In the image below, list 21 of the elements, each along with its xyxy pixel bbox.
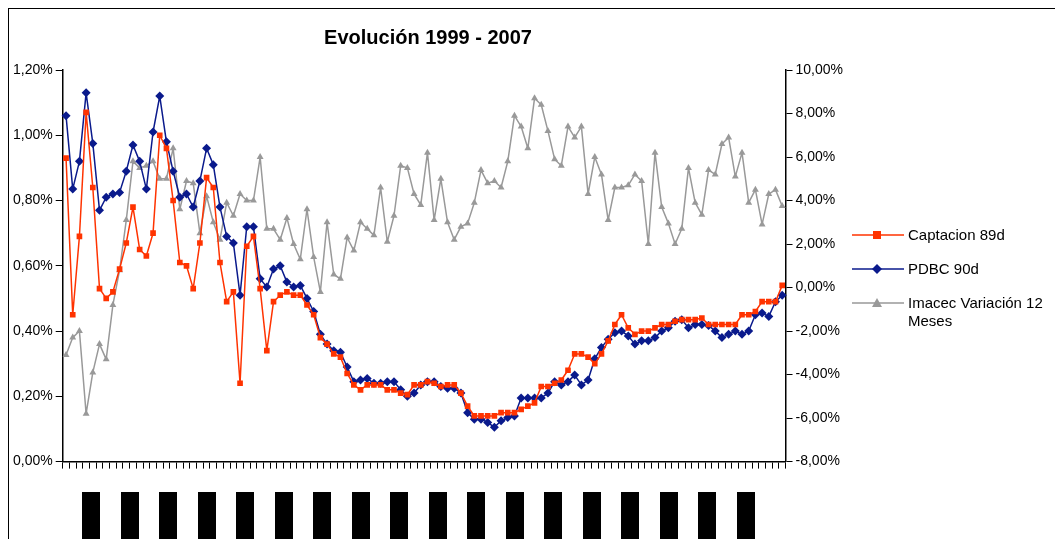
legend-label: Imacec Variación 12 Meses xyxy=(908,294,1044,330)
y2-tick-label: 10,00% xyxy=(795,60,843,77)
y2-tick-label: -6,00% xyxy=(795,408,840,425)
y-tick-label: 1,20% xyxy=(12,60,53,77)
y2-tick-label: 8,00% xyxy=(795,104,836,121)
y2-tick-label: -4,00% xyxy=(795,365,840,382)
y-tick-label: 0,40% xyxy=(12,321,53,338)
y2-tick-label: 6,00% xyxy=(795,147,836,164)
legend-label: PDBC 90d xyxy=(908,260,979,278)
y-tick-label: 0,80% xyxy=(12,191,53,208)
y-tick-label: 0,20% xyxy=(12,387,53,404)
y2-tick-label: 0,00% xyxy=(795,278,836,295)
y2-tick-label: -8,00% xyxy=(795,452,840,469)
y2-tick-label: 2,00% xyxy=(795,234,836,251)
chart-title: Evolución 1999 - 2007 xyxy=(324,25,532,48)
y2-tick-label: -2,00% xyxy=(795,321,840,338)
y-tick-label: 0,60% xyxy=(12,256,53,273)
y2-tick-label: 4,00% xyxy=(795,191,836,208)
y-tick-label: 1,00% xyxy=(12,126,53,143)
y-tick-label: 0,00% xyxy=(12,452,53,469)
legend-label: Captacion 89d xyxy=(908,226,1005,244)
